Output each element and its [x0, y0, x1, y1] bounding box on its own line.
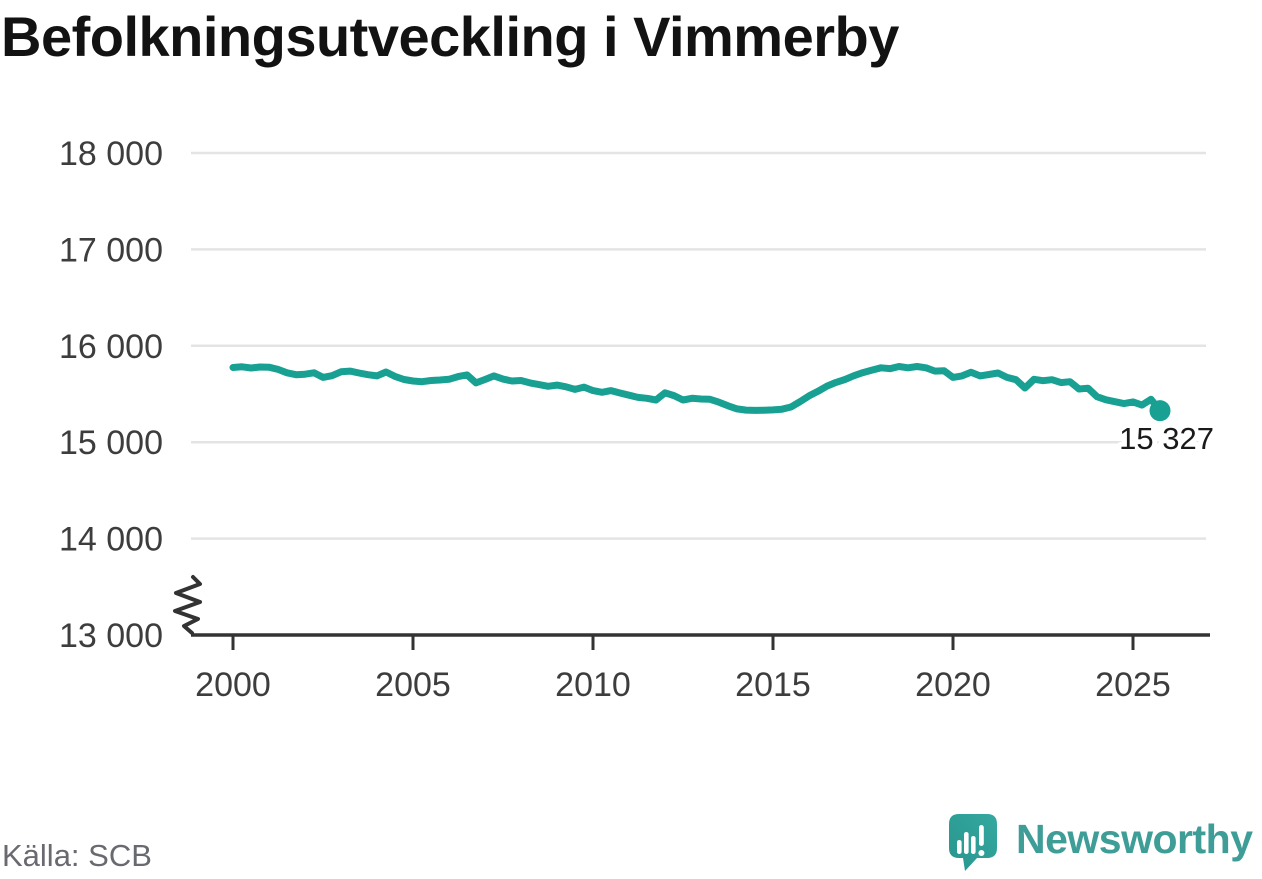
exclamation-stem [979, 825, 984, 846]
latest-point-marker [1149, 400, 1171, 422]
x-tick-label: 2015 [735, 666, 811, 704]
y-axis-labels: 18 000 17 000 16 000 15 000 14 000 13 000 [59, 135, 163, 655]
source-caption: Källa: SCB [2, 838, 152, 873]
x-tick-label: 2025 [1095, 666, 1171, 704]
population-line [229, 363, 1164, 415]
exclamation-dot [978, 850, 985, 856]
bar-chart-bar-1 [957, 840, 962, 854]
newsworthy-logo-icon [949, 814, 997, 871]
newsworthy-logo: Newsworthy [948, 812, 1262, 874]
y-tick-label: 16 000 [59, 328, 163, 366]
x-tick-label: 2000 [195, 666, 271, 704]
y-tick-label: 14 000 [59, 521, 163, 559]
y-tick-label: 13 000 [59, 617, 163, 655]
population-line-series: 15 327 [229, 363, 1219, 461]
bar-chart-bar-2 [964, 832, 969, 854]
y-tick-label: 18 000 [59, 135, 163, 173]
axis-break-icon [173, 575, 202, 635]
x-tick-label: 2005 [375, 666, 451, 704]
x-axis: 2000 2005 2010 2015 2020 2025 [191, 633, 1210, 704]
axis-break-zigzag [173, 575, 202, 635]
x-tick-label: 2020 [915, 666, 991, 704]
x-tick-label: 2010 [555, 666, 631, 704]
y-tick-label: 15 000 [59, 424, 163, 462]
gridlines [191, 151, 1206, 540]
chart-title: Befolkningsutveckling i Vimmerby [1, 5, 899, 68]
newsworthy-logo-text: Newsworthy [1016, 815, 1253, 862]
bar-chart-bar-3 [971, 836, 976, 854]
latest-value-label: 15 327 [1119, 421, 1214, 456]
y-tick-label: 17 000 [59, 231, 163, 269]
